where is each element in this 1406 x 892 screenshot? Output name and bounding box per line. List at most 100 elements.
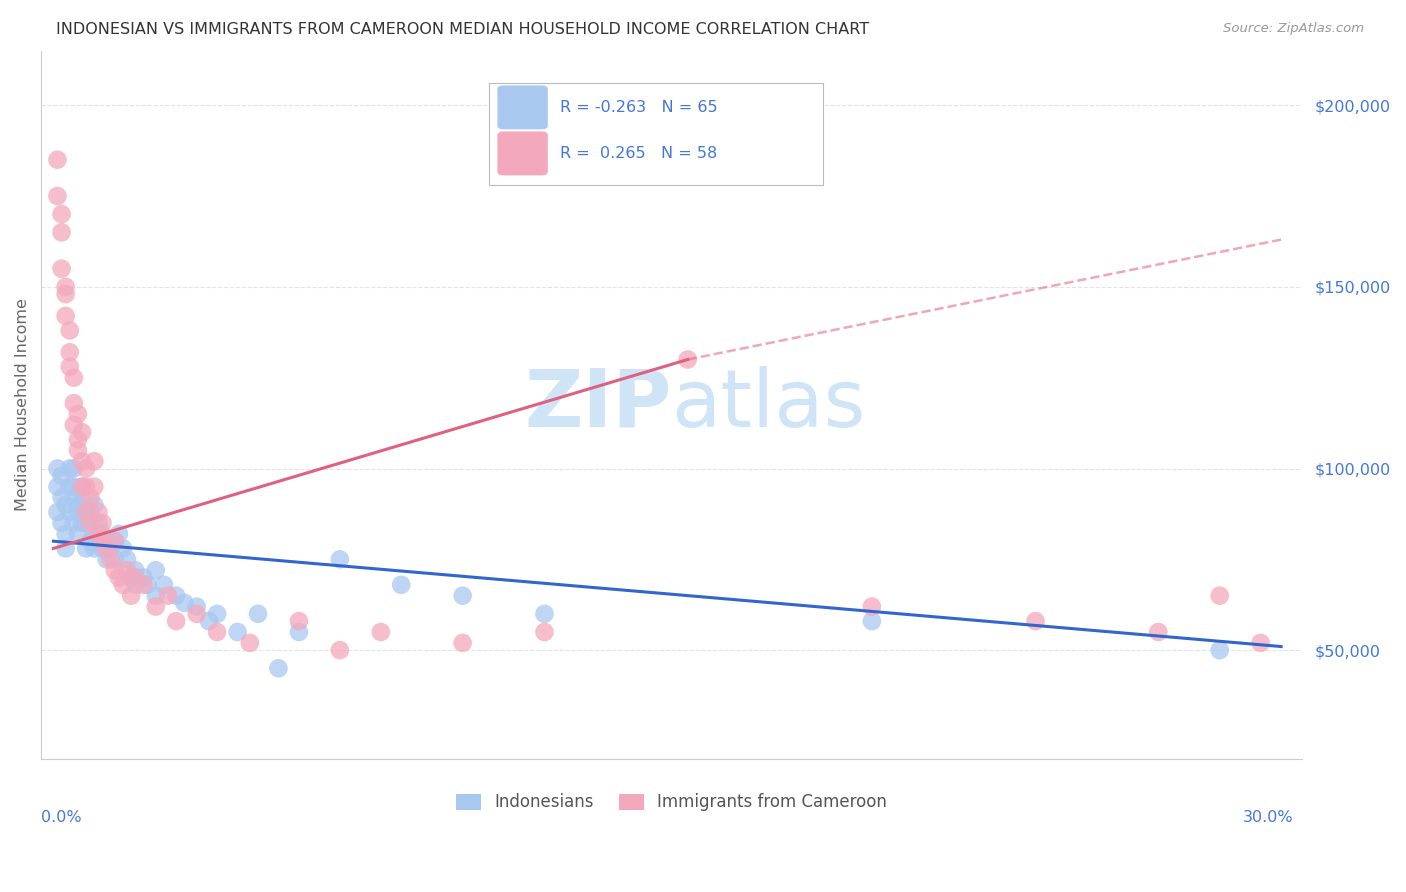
Point <box>120 570 142 584</box>
Point <box>66 443 89 458</box>
Point <box>51 491 73 505</box>
Point <box>205 607 228 621</box>
Point <box>66 498 89 512</box>
Point <box>91 516 114 530</box>
Point <box>533 625 555 640</box>
Text: 30.0%: 30.0% <box>1243 810 1294 825</box>
Point <box>108 570 131 584</box>
Point <box>87 527 110 541</box>
Point <box>55 287 77 301</box>
Point <box>70 516 93 530</box>
Point <box>1147 625 1170 640</box>
Point <box>1209 589 1232 603</box>
Text: INDONESIAN VS IMMIGRANTS FROM CAMEROON MEDIAN HOUSEHOLD INCOME CORRELATION CHART: INDONESIAN VS IMMIGRANTS FROM CAMEROON M… <box>56 22 869 37</box>
Point <box>70 480 93 494</box>
Point <box>205 625 228 640</box>
Point <box>46 505 69 519</box>
Point <box>70 491 93 505</box>
Text: R =  0.265   N = 58: R = 0.265 N = 58 <box>561 146 717 161</box>
Point <box>96 552 118 566</box>
Point <box>96 534 118 549</box>
Point <box>136 578 159 592</box>
Point <box>75 505 97 519</box>
Text: ZIP: ZIP <box>524 366 671 444</box>
Point <box>115 552 138 566</box>
Point <box>226 625 249 640</box>
Point <box>87 505 110 519</box>
Point <box>145 589 167 603</box>
Point <box>186 607 208 621</box>
Point <box>115 563 138 577</box>
Point <box>70 454 93 468</box>
Point <box>104 563 127 577</box>
Point <box>329 552 352 566</box>
Point <box>533 607 555 621</box>
Point <box>51 261 73 276</box>
Point <box>100 552 122 566</box>
Point <box>1025 614 1047 628</box>
Point <box>46 461 69 475</box>
Point <box>91 527 114 541</box>
Text: atlas: atlas <box>671 366 866 444</box>
Point <box>173 596 195 610</box>
FancyBboxPatch shape <box>498 86 548 129</box>
Point <box>108 527 131 541</box>
Point <box>59 359 82 374</box>
FancyBboxPatch shape <box>488 83 823 186</box>
Point <box>63 516 86 530</box>
Point <box>91 541 114 556</box>
Point <box>75 480 97 494</box>
Point <box>51 225 73 239</box>
Text: Source: ZipAtlas.com: Source: ZipAtlas.com <box>1223 22 1364 36</box>
Point <box>55 498 77 512</box>
Point <box>676 352 699 367</box>
Point <box>75 461 97 475</box>
Point <box>51 468 73 483</box>
Point <box>124 563 146 577</box>
Point <box>288 614 311 628</box>
Point <box>389 578 412 592</box>
Point <box>79 534 101 549</box>
Point <box>451 589 474 603</box>
Point <box>46 480 69 494</box>
Point <box>51 207 73 221</box>
Point <box>46 153 69 167</box>
Point <box>451 636 474 650</box>
Point <box>55 527 77 541</box>
Point <box>75 505 97 519</box>
Point <box>63 370 86 384</box>
Point <box>132 570 155 584</box>
FancyBboxPatch shape <box>498 131 548 176</box>
Point <box>59 345 82 359</box>
Point <box>46 189 69 203</box>
Point <box>370 625 392 640</box>
Point <box>63 417 86 432</box>
Point <box>75 516 97 530</box>
Point <box>55 309 77 323</box>
Point <box>132 578 155 592</box>
Point <box>79 516 101 530</box>
Text: 0.0%: 0.0% <box>41 810 82 825</box>
Point <box>198 614 221 628</box>
Point <box>63 480 86 494</box>
Point <box>70 425 93 439</box>
Point <box>66 505 89 519</box>
Point <box>83 480 105 494</box>
Point <box>104 534 127 549</box>
Point <box>111 578 134 592</box>
Point <box>59 505 82 519</box>
Point <box>100 541 122 556</box>
Point <box>96 541 118 556</box>
Point <box>186 599 208 614</box>
Point <box>124 570 146 584</box>
Point <box>247 607 270 621</box>
Point <box>87 516 110 530</box>
Point <box>70 480 93 494</box>
Point <box>1209 643 1232 657</box>
Point <box>75 541 97 556</box>
Point <box>66 433 89 447</box>
Point <box>165 614 187 628</box>
Point <box>59 323 82 337</box>
Point <box>63 461 86 475</box>
Point <box>860 614 883 628</box>
